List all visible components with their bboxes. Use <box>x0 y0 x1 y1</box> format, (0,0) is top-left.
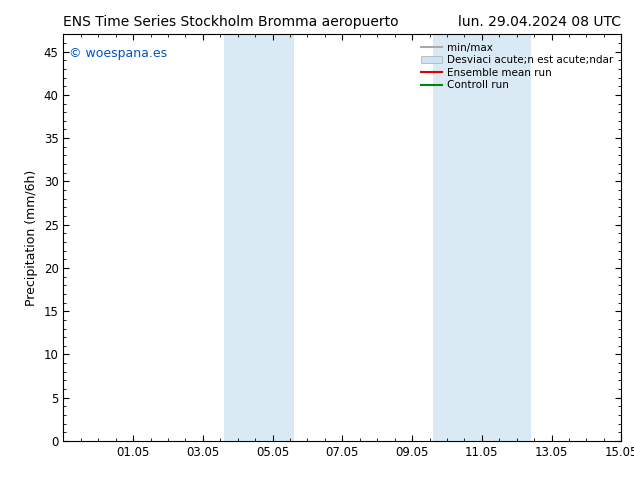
Bar <box>224 34 294 441</box>
Bar <box>433 34 531 441</box>
Y-axis label: Precipitation (mm/6h): Precipitation (mm/6h) <box>25 170 38 306</box>
Text: © woespana.es: © woespana.es <box>69 47 167 59</box>
Legend: min/max, Desviaci acute;n est acute;ndar, Ensemble mean run, Controll run: min/max, Desviaci acute;n est acute;ndar… <box>418 40 616 94</box>
Text: ENS Time Series Stockholm Bromma aeropuerto: ENS Time Series Stockholm Bromma aeropue… <box>63 15 399 29</box>
Text: lun. 29.04.2024 08 UTC: lun. 29.04.2024 08 UTC <box>458 15 621 29</box>
